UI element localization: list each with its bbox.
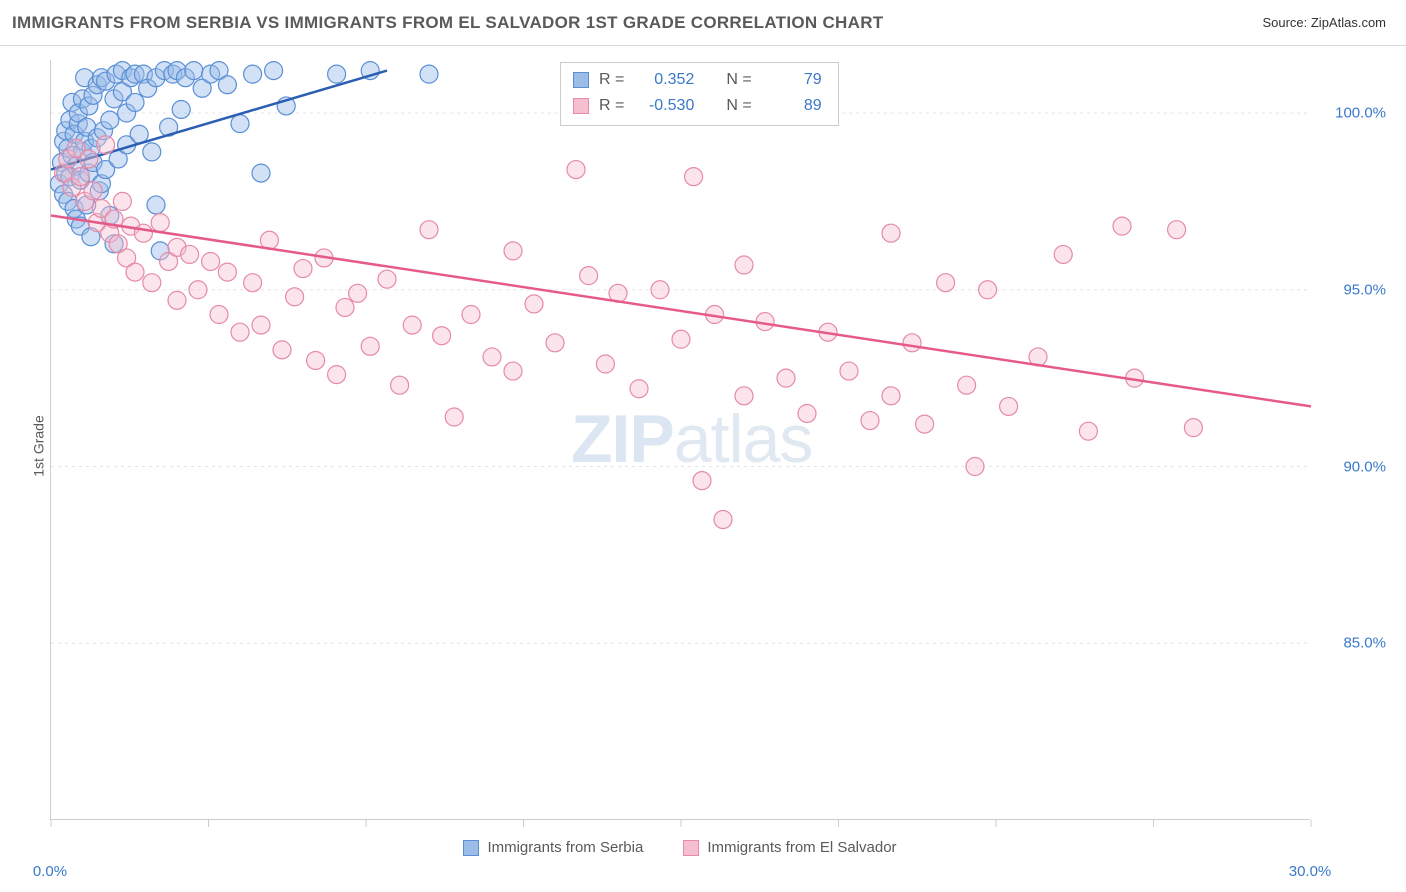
legend-item: Immigrants from Serbia	[463, 839, 643, 856]
n-value: 89	[762, 93, 822, 119]
legend-swatch	[683, 840, 699, 856]
y-tick-label: 90.0%	[1343, 458, 1386, 475]
r-label: R =	[599, 93, 624, 119]
chart-source: Source: ZipAtlas.com	[1262, 15, 1386, 30]
y-axis-label: 1st Grade	[31, 415, 47, 476]
r-label: R =	[599, 67, 624, 93]
legend-label: Immigrants from El Salvador	[707, 839, 896, 856]
legend-label: Immigrants from Serbia	[487, 839, 643, 856]
x-tick-labels: 0.0%30.0%	[50, 860, 1310, 880]
y-tick-labels: 100.0% 95.0% 90.0% 85.0%	[1306, 60, 1386, 820]
series-swatch	[573, 72, 589, 88]
stats-row: R = 0.352 N = 79	[573, 67, 822, 93]
y-tick-label: 85.0%	[1343, 635, 1386, 652]
correlation-stats-box: R = 0.352 N = 79 R = -0.530 N = 89	[560, 62, 839, 126]
n-value: 79	[762, 67, 822, 93]
n-label: N =	[726, 67, 751, 93]
x-tick-label: 0.0%	[33, 863, 67, 880]
n-label: N =	[726, 93, 751, 119]
r-value: -0.530	[634, 93, 694, 119]
chart-title: IMMIGRANTS FROM SERBIA VS IMMIGRANTS FRO…	[12, 13, 883, 33]
bottom-legend: Immigrants from Serbia Immigrants from El…	[50, 839, 1310, 856]
y-tick-label: 95.0%	[1343, 281, 1386, 298]
stats-row: R = -0.530 N = 89	[573, 93, 822, 119]
r-value: 0.352	[634, 67, 694, 93]
y-tick-label: 100.0%	[1335, 105, 1386, 122]
plot-area: ZIPatlas	[50, 60, 1310, 820]
series-swatch	[573, 98, 589, 114]
x-tick-label: 30.0%	[1289, 863, 1332, 880]
legend-swatch	[463, 840, 479, 856]
chart-header: IMMIGRANTS FROM SERBIA VS IMMIGRANTS FRO…	[0, 0, 1406, 46]
chart-svg	[51, 60, 1311, 820]
legend-item: Immigrants from El Salvador	[683, 839, 896, 856]
